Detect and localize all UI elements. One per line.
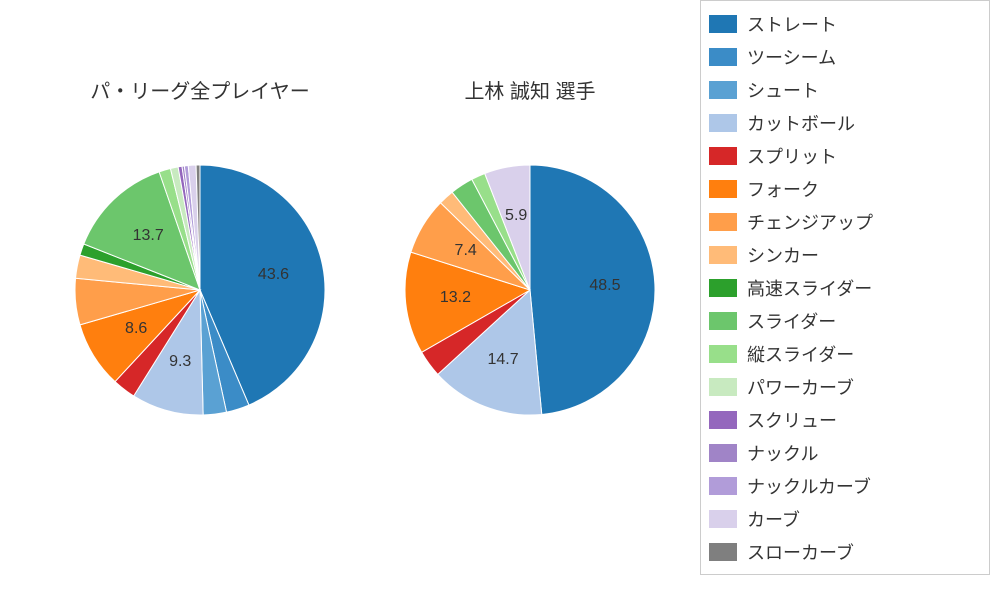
legend-label-7: シンカー: [747, 242, 819, 268]
legend-label-4: スプリット: [747, 143, 837, 169]
legend-item-0: ストレート: [709, 7, 981, 40]
legend-label-9: スライダー: [747, 308, 836, 334]
legend-swatch-12: [709, 411, 737, 429]
legend-item-12: スクリュー: [709, 403, 981, 436]
legend-swatch-13: [709, 444, 737, 462]
legend-item-5: フォーク: [709, 172, 981, 205]
legend-label-14: ナックルカーブ: [747, 473, 871, 499]
legend-label-10: 縦スライダー: [747, 341, 854, 367]
legend-item-7: シンカー: [709, 238, 981, 271]
legend-swatch-0: [709, 15, 737, 33]
legend-swatch-16: [709, 543, 737, 561]
legend-item-10: 縦スライダー: [709, 337, 981, 370]
legend-swatch-14: [709, 477, 737, 495]
legend-label-12: スクリュー: [747, 407, 837, 433]
legend-item-2: シュート: [709, 73, 981, 106]
pie-1-slice-1-label: 14.7: [487, 351, 518, 369]
legend-item-8: 高速スライダー: [709, 271, 981, 304]
pie-title-0: パ・リーグ全プレイヤー: [45, 75, 355, 104]
pie-chart-0: パ・リーグ全プレイヤー 43.6 9.3 8.6 13.7: [45, 0, 355, 600]
legend-item-6: チェンジアップ: [709, 205, 981, 238]
pie-0-slice-3-label: 9.3: [169, 353, 191, 371]
legend-label-3: カットボール: [747, 110, 855, 136]
pie-title-1: 上林 誠知 選手: [375, 75, 685, 104]
legend-swatch-11: [709, 378, 737, 396]
legend-label-2: シュート: [747, 77, 819, 103]
legend-swatch-5: [709, 180, 737, 198]
pie-0-slice-0-label: 43.6: [258, 266, 289, 284]
legend-item-13: ナックル: [709, 436, 981, 469]
legend-item-3: カットボール: [709, 106, 981, 139]
legend-item-1: ツーシーム: [709, 40, 981, 73]
legend-label-1: ツーシーム: [747, 44, 836, 70]
legend-swatch-1: [709, 48, 737, 66]
pie-svg-0: [75, 165, 325, 415]
legend-swatch-10: [709, 345, 737, 363]
legend-item-9: スライダー: [709, 304, 981, 337]
legend-item-4: スプリット: [709, 139, 981, 172]
legend-swatch-2: [709, 81, 737, 99]
legend-label-11: パワーカーブ: [747, 374, 854, 400]
legend-swatch-15: [709, 510, 737, 528]
pie-1-slice-0-label: 48.5: [589, 277, 620, 295]
legend-item-16: スローカーブ: [709, 535, 981, 568]
pie-0-slice-9-label: 13.7: [133, 227, 164, 245]
legend-item-11: パワーカーブ: [709, 370, 981, 403]
pie-chart-1: 上林 誠知 選手 48.5 14.7 13.2 7.4 5.9: [375, 0, 685, 600]
legend-label-6: チェンジアップ: [747, 209, 873, 235]
legend-label-8: 高速スライダー: [747, 275, 872, 301]
pie-1-slice-8-label: 5.9: [505, 207, 527, 225]
pie-1-slice-4-label: 7.4: [455, 242, 477, 260]
legend-item-14: ナックルカーブ: [709, 469, 981, 502]
legend-swatch-9: [709, 312, 737, 330]
legend-label-0: ストレート: [747, 11, 837, 37]
pie-1-slice-3-label: 13.2: [440, 289, 471, 307]
legend-label-15: カーブ: [747, 506, 800, 532]
legend-swatch-3: [709, 114, 737, 132]
chart-container: パ・リーグ全プレイヤー 43.6 9.3 8.6 13.7 上林 誠知 選手 48.5 14.…: [0, 0, 1000, 600]
legend-label-16: スローカーブ: [747, 539, 854, 565]
legend-swatch-7: [709, 246, 737, 264]
pie-0-slice-5-label: 8.6: [125, 320, 147, 338]
legend-label-5: フォーク: [747, 176, 819, 202]
legend-swatch-6: [709, 213, 737, 231]
legend-label-13: ナックル: [747, 440, 818, 466]
legend-swatch-8: [709, 279, 737, 297]
legend: ストレートツーシームシュートカットボールスプリットフォークチェンジアップシンカー…: [700, 0, 990, 575]
legend-swatch-4: [709, 147, 737, 165]
legend-item-15: カーブ: [709, 502, 981, 535]
